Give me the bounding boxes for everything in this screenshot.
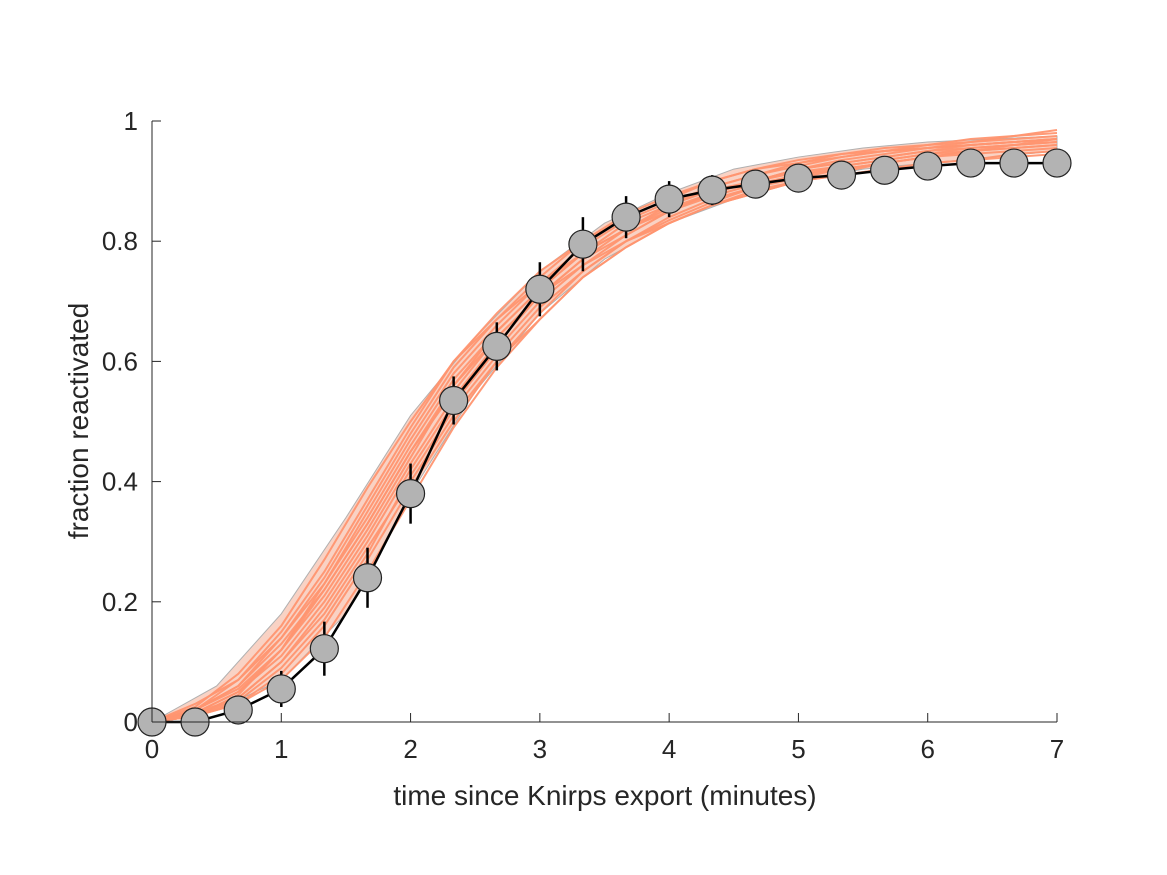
x-axis-label: time since Knirps export (minutes) [393, 780, 816, 811]
data-point [999, 148, 1029, 178]
data-point [266, 674, 296, 704]
data-point [913, 151, 943, 181]
data-point [568, 229, 598, 259]
observed-data-layer [137, 148, 1072, 737]
y-axis-label: fraction reactivated [63, 303, 94, 540]
data-point [309, 634, 339, 664]
simulation-band-layer [151, 135, 1058, 723]
data-point [740, 169, 770, 199]
simulation-line-4 [151, 132, 1058, 723]
x-tick-label: 6 [920, 734, 934, 764]
data-point [611, 202, 641, 232]
x-tick-label: 0 [145, 734, 159, 764]
simulation-band [151, 135, 1058, 723]
simulation-line-14 [151, 141, 1058, 723]
x-tick-label: 2 [403, 734, 417, 764]
observed-line [152, 161, 1057, 724]
simulation-lines-layer [151, 129, 1058, 723]
axes: 0 1 2 3 4 5 6 7 0 0.2 0.4 0.6 0.8 1 [102, 106, 1064, 764]
x-tick-label: 5 [791, 734, 805, 764]
data-point [439, 385, 469, 416]
y-tick-label: 1 [124, 106, 138, 136]
simulation-line-11 [151, 138, 1058, 723]
simulation-line-12 [151, 153, 1058, 723]
y-tick-label: 0.2 [102, 587, 138, 617]
y-tick-label: 0.4 [102, 467, 138, 497]
simulation-line-13 [151, 138, 1058, 723]
data-point [525, 274, 555, 304]
y-tick-label: 0 [124, 707, 138, 737]
data-point [697, 175, 727, 205]
data-point [783, 163, 814, 193]
data-point [826, 160, 857, 190]
x-tick-label: 4 [662, 734, 676, 764]
x-tick-label: 7 [1050, 734, 1064, 764]
data-point [956, 148, 986, 178]
data-point [395, 479, 426, 509]
data-point [654, 184, 684, 214]
data-point [352, 563, 383, 593]
x-tick-label: 1 [274, 734, 288, 764]
x-tick-label: 3 [533, 734, 547, 764]
y-tick-label: 0.6 [102, 346, 138, 376]
y-tick-label: 0.8 [102, 226, 138, 256]
data-point [482, 331, 512, 361]
data-point [870, 155, 900, 185]
simulation-line-9 [151, 135, 1058, 723]
data-point [1042, 148, 1072, 178]
data-point [223, 695, 253, 725]
